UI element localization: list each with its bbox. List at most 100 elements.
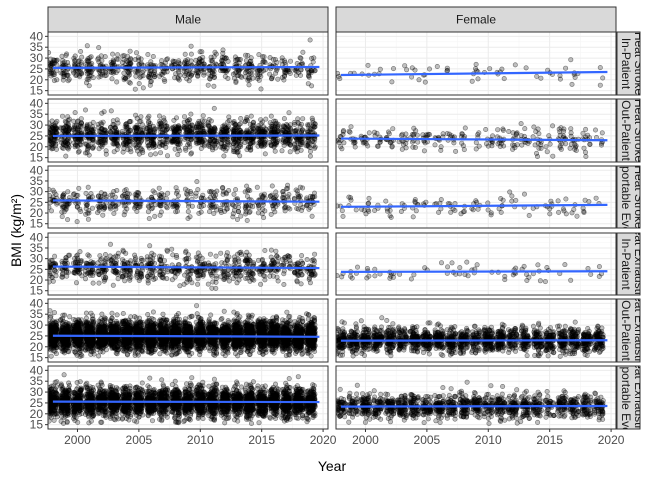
data-point: [281, 271, 287, 277]
data-point: [259, 256, 265, 262]
data-point: [182, 51, 188, 57]
data-point: [122, 191, 128, 197]
data-point: [306, 122, 312, 128]
data-point: [537, 278, 543, 284]
y-tick-label: 20: [30, 140, 44, 154]
data-point: [438, 144, 444, 150]
data-point: [120, 149, 126, 155]
data-point: [275, 76, 281, 82]
data-point: [270, 273, 276, 279]
data-point: [237, 153, 243, 159]
data-point: [421, 148, 427, 154]
data-point: [109, 310, 115, 316]
trend-line: [52, 199, 320, 203]
data-point: [187, 276, 193, 282]
panel-r1-c1: [335, 98, 617, 163]
data-point: [184, 127, 190, 133]
gridlines: [336, 166, 616, 228]
data-point: [336, 74, 342, 80]
data-point: [183, 248, 189, 254]
data-point: [400, 141, 406, 147]
data-point: [408, 276, 414, 282]
data-point: [310, 117, 316, 123]
data-point: [307, 153, 313, 159]
data-point: [521, 191, 527, 197]
data-point: [164, 57, 170, 63]
data-point: [267, 71, 273, 77]
data-point: [299, 128, 305, 134]
data-point: [78, 259, 84, 265]
data-point: [450, 206, 456, 212]
data-point: [175, 138, 181, 144]
data-point: [79, 54, 85, 60]
data-point: [208, 205, 214, 211]
data-point: [83, 107, 89, 113]
data-point: [366, 273, 372, 279]
data-point: [506, 129, 512, 135]
data-point: [126, 70, 132, 76]
data-point: [84, 201, 90, 207]
data-point: [110, 282, 116, 288]
data-point: [83, 276, 89, 282]
data-point: [161, 77, 167, 83]
data-point: [271, 201, 277, 207]
data-point: [600, 75, 606, 81]
data-point: [89, 136, 95, 142]
data-point: [298, 55, 304, 61]
data-point: [236, 139, 242, 145]
data-point: [384, 208, 390, 214]
data-point: [95, 203, 101, 209]
data-point: [372, 133, 378, 139]
data-point: [83, 190, 89, 196]
data-point: [59, 214, 65, 220]
data-point: [312, 271, 318, 277]
data-point: [231, 128, 237, 134]
data-point: [263, 116, 269, 122]
y-tick-label: 15: [30, 284, 44, 298]
data-point: [95, 121, 101, 127]
data-point: [140, 126, 146, 132]
data-point: [48, 193, 52, 198]
data-point: [244, 68, 250, 74]
data-point: [152, 190, 158, 196]
data-point: [112, 124, 118, 130]
data-point: [213, 285, 219, 291]
data-point: [50, 278, 56, 284]
data-point: [146, 216, 152, 222]
data-point: [194, 69, 200, 75]
data-point: [502, 277, 508, 283]
data-point: [244, 129, 250, 135]
data-point: [238, 251, 244, 257]
data-point: [461, 147, 467, 153]
data-point: [412, 145, 418, 151]
data-point: [374, 143, 380, 149]
data-point: [267, 55, 273, 61]
data-point: [250, 140, 256, 146]
data-point: [287, 71, 293, 77]
data-point: [173, 185, 179, 191]
data-point: [226, 278, 232, 284]
data-point: [348, 195, 354, 201]
data-point: [530, 134, 536, 140]
data-point: [90, 75, 96, 81]
data-point: [148, 79, 154, 85]
data-point: [239, 74, 245, 80]
data-point: [449, 260, 455, 266]
data-point: [563, 196, 569, 202]
data-point: [54, 57, 60, 63]
panel-r3-c1: [335, 232, 617, 296]
data-point: [78, 123, 84, 129]
data-point: [48, 187, 52, 193]
data-point: [84, 43, 90, 49]
data-point: [83, 211, 89, 217]
data-point: [254, 184, 260, 190]
data-point: [135, 68, 141, 74]
data-point: [157, 113, 163, 119]
data-point: [518, 121, 524, 127]
data-point: [235, 251, 241, 257]
data-point: [159, 58, 165, 64]
data-point: [475, 206, 481, 212]
data-point: [169, 246, 175, 252]
data-point: [280, 189, 286, 195]
